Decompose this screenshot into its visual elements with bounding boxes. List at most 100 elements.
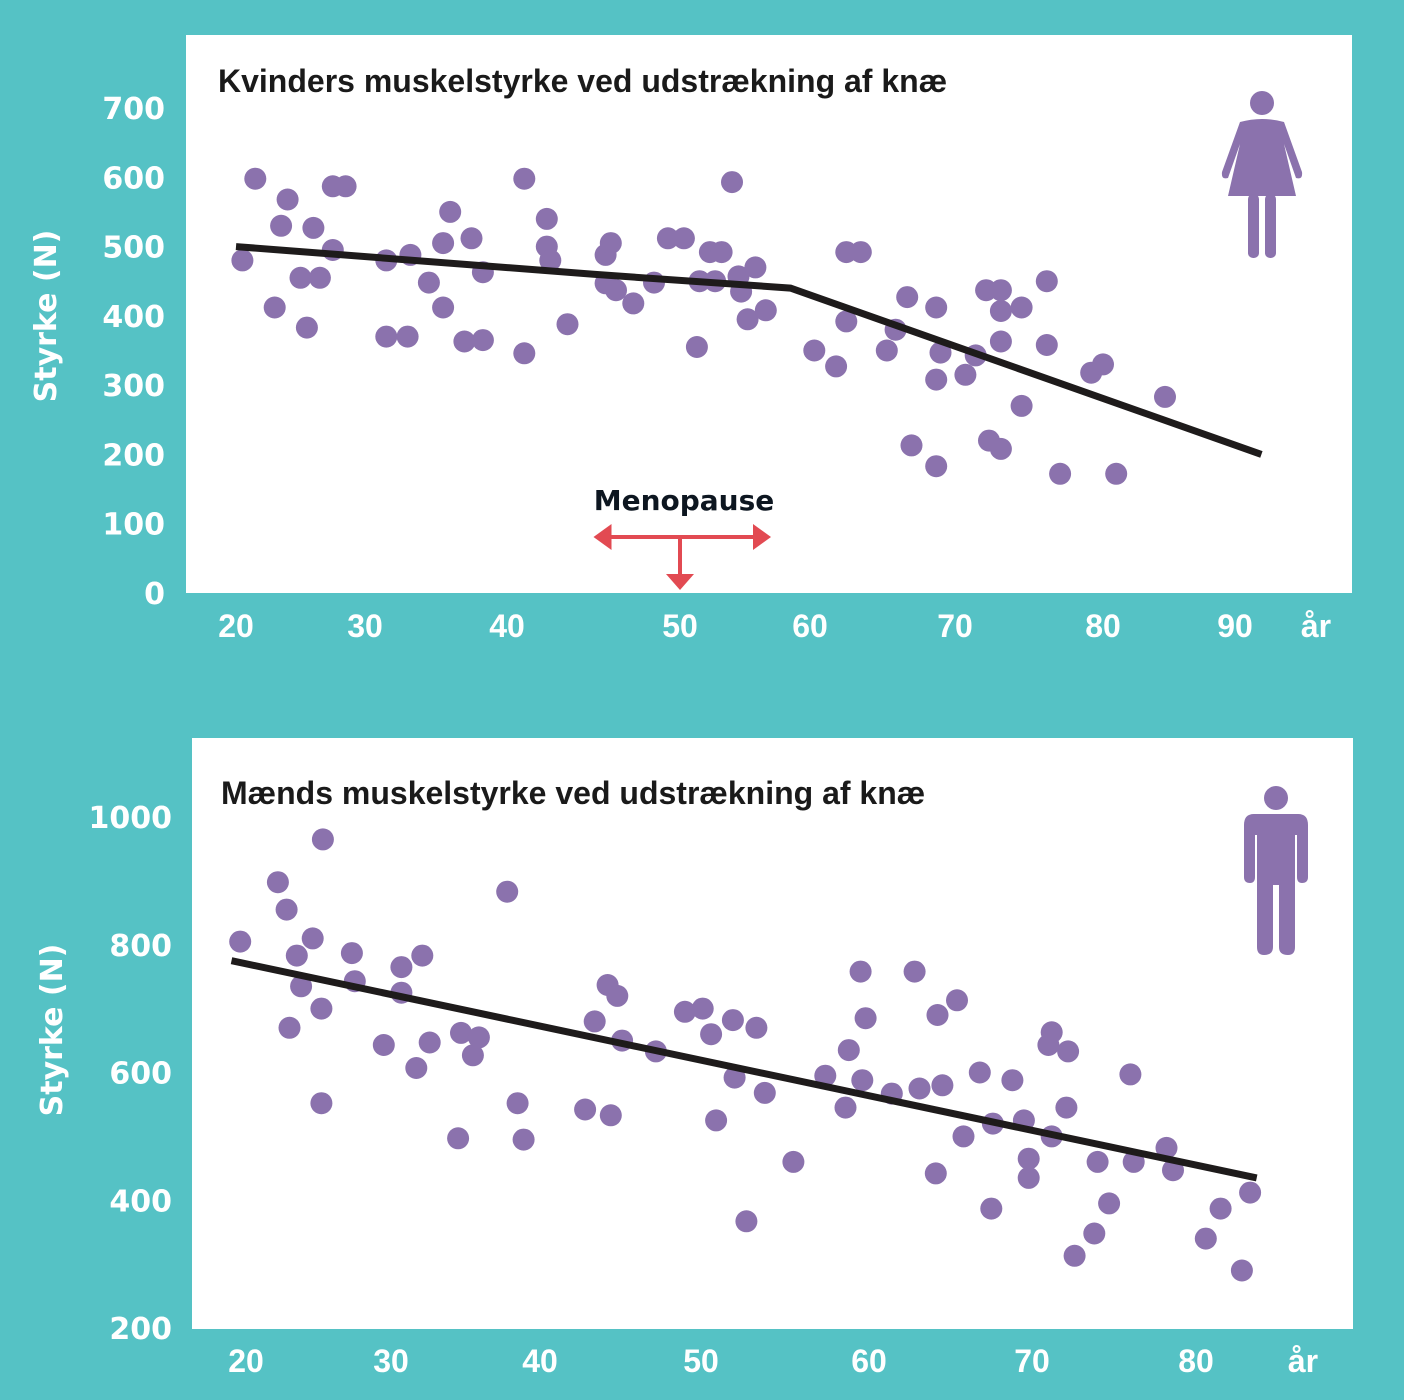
data-point [334,175,357,198]
data-point [968,1061,991,1084]
data-point [1155,1136,1178,1159]
data-point [535,207,558,230]
chart-title-women: Kvinders muskelstyrke ved udstrækning af… [218,63,947,99]
data-point [301,927,324,950]
data-point [513,167,536,190]
data-point [925,368,948,391]
data-point [1239,1181,1262,1204]
data-point [745,1016,768,1039]
data-point [599,1104,622,1127]
data-point [925,455,948,478]
data-point [908,1077,931,1100]
x-tick-label: 30 [373,1343,409,1379]
data-point [1035,334,1058,356]
data-point [263,296,286,319]
data-point [673,1000,696,1023]
data-point [989,300,1012,322]
data-point [278,1016,301,1039]
data-point [1209,1197,1232,1220]
data-point [825,355,848,378]
data-point [340,942,363,965]
data-point [606,984,629,1007]
data-point [896,286,919,309]
y-tick-label: 400 [102,300,165,335]
arrow-right-head [753,524,771,550]
data-point [691,997,714,1020]
menopause-label: Menopause [594,484,775,517]
data-point [980,1197,1003,1220]
x-tick-label: 40 [522,1343,558,1379]
data-point [1119,1063,1142,1086]
trend-line-men [230,957,1258,1182]
y-tick-label: 300 [102,369,165,404]
data-point [460,227,483,250]
data-point [1017,1166,1040,1189]
data-point [721,171,743,194]
data-point [512,1128,535,1151]
data-point [723,1066,746,1089]
plot-panel-men [192,738,1353,1329]
y-tick-label: 200 [102,438,165,473]
y-tick-label: 400 [109,1184,172,1219]
data-point [849,241,872,264]
y-tick-label: 100 [102,508,165,543]
data-point [266,871,289,894]
female-figure-icon [1221,91,1303,258]
arrow-left-head [593,524,612,550]
data-point [782,1150,805,1173]
data-point [605,279,627,302]
data-point [1086,1150,1109,1173]
data-point [405,1057,428,1079]
data-point [1010,394,1033,417]
x-axis-label-men: år [1288,1343,1318,1379]
y-tick-label: 800 [109,929,172,964]
data-point [270,214,293,237]
x-tick-label: 30 [347,608,383,644]
data-point [295,316,318,339]
x-tick-label: 90 [1217,608,1253,644]
data-point [417,271,440,294]
data-point [599,232,622,255]
data-point [411,944,434,967]
x-tick-label: 70 [937,608,973,644]
data-point [1040,1021,1063,1044]
y-tick-label: 700 [102,92,165,127]
data-point [685,336,708,358]
data-point [574,1098,597,1121]
data-point [1063,1244,1086,1267]
y-tick-label: 600 [109,1057,172,1092]
data-point [1057,1040,1080,1063]
x-tick-label: 60 [792,608,828,644]
data-point [849,960,872,983]
data-point [229,930,252,953]
data-point [1035,270,1058,293]
data-point [1055,1096,1078,1119]
chart-title-men: Mænds muskelstyrke ved udstrækning af kn… [221,775,925,811]
arrow-down-head [666,574,694,590]
data-point [1083,1222,1106,1245]
data-point [310,997,333,1020]
data-point [290,975,313,998]
y-tick-label: 600 [102,161,165,196]
data-point [929,341,952,364]
data-point [903,960,926,983]
x-tick-label: 40 [489,608,525,644]
menopause-annotation: Menopause [593,484,775,590]
data-point [439,200,462,223]
data-point [308,266,331,289]
x-tick-label: 60 [851,1343,887,1379]
data-point [390,956,413,979]
x-tick-label: 20 [218,608,254,644]
data-point [432,296,455,319]
data-point [1017,1147,1040,1170]
data-point [372,1034,395,1056]
x-tick-label: 80 [1178,1343,1214,1379]
chart-women: Kvinders muskelstyrke ved udstrækning af… [29,35,1352,644]
y-axis-label-men: Styrke (N) [35,944,70,1117]
data-point [275,898,298,921]
x-tick-label: 50 [662,608,698,644]
data-point [1105,462,1128,485]
data-point [754,299,777,322]
data-point [311,828,334,851]
